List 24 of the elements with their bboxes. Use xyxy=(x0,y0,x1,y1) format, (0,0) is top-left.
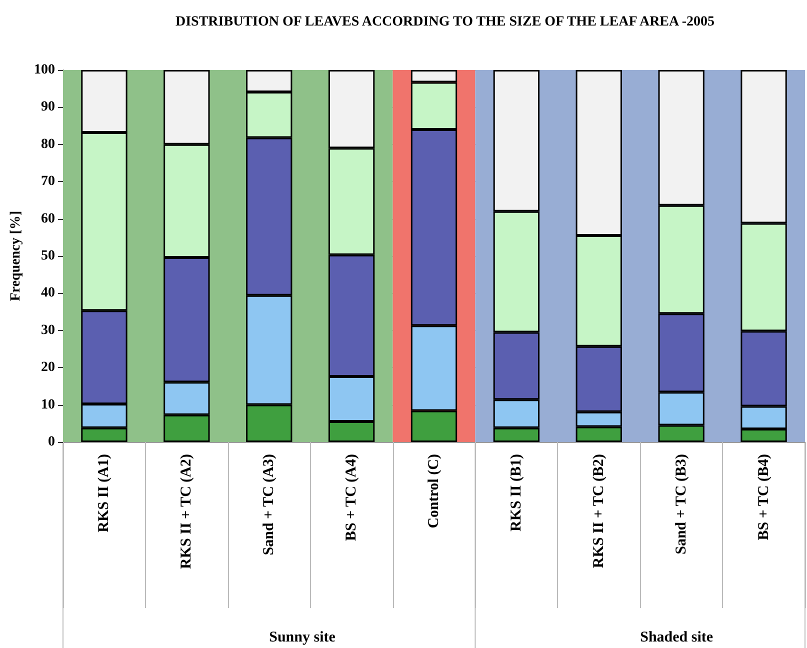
y-tick-label: 40 xyxy=(41,286,55,301)
x-tick-label: Sand + TC (B3) xyxy=(673,454,690,554)
y-tick-label: 70 xyxy=(41,174,55,190)
text: Sunny site xyxy=(269,630,336,646)
y-tick-label: 100 xyxy=(34,62,55,78)
x-tick-label: RKS II (A1) xyxy=(96,454,112,532)
y-tick-label: 80 xyxy=(41,136,55,152)
chart-title: DISTRIBUTION OF LEAVES ACCORDING TO THE SIZE OF THE LEAF AREA -2005 xyxy=(175,14,715,30)
x-tick-label: Control (C) xyxy=(426,454,442,528)
x-tick-label: BS + TC (B4) xyxy=(756,454,772,540)
x-tick-label: Sand + TC (A3) xyxy=(261,454,278,556)
x-tick-label: RKS II (B1) xyxy=(508,454,524,532)
y-tick-label: 30 xyxy=(41,322,55,338)
y-tick-label: 0 xyxy=(48,434,55,450)
y-tick-label: 50 xyxy=(41,248,55,264)
x-tick-label: BS + TC (A4) xyxy=(344,454,360,542)
text: Shaded site xyxy=(640,630,714,646)
y-tick-label: 20 xyxy=(41,360,55,376)
y-tick-label: 10 xyxy=(41,397,55,412)
x-tick-label: RKS II + TC (A2) xyxy=(178,454,195,569)
x-tick-label: RKS II + TC (B2) xyxy=(590,454,607,568)
y-tick-label: 60 xyxy=(41,211,55,226)
y-axis-title: Frequency [%] xyxy=(8,210,24,302)
y-tick-label: 90 xyxy=(41,100,55,115)
